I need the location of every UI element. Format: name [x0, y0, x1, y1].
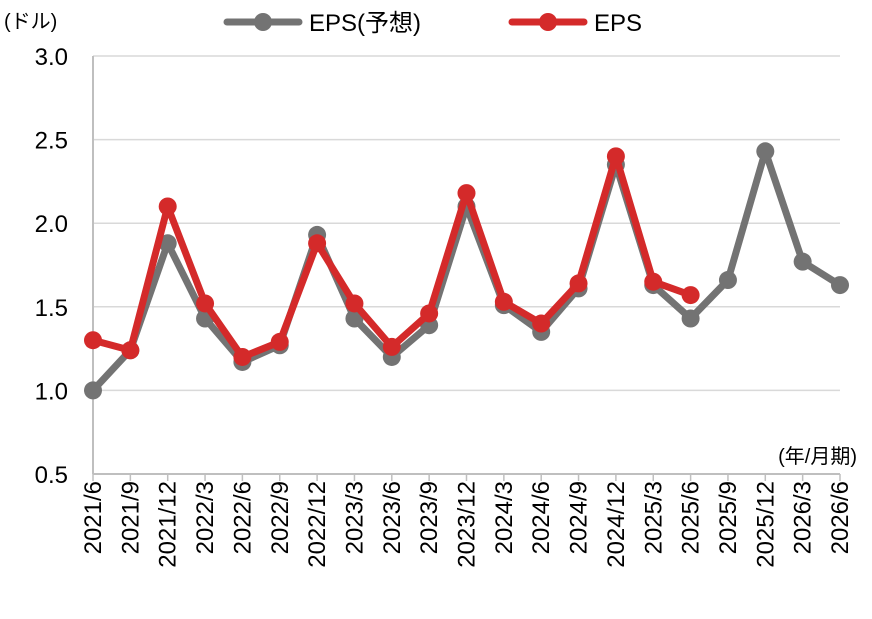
series-line: [89, 152, 695, 361]
x-tick-label: 2021/12: [155, 481, 182, 568]
legend-label: EPS(予想): [309, 10, 421, 37]
x-tick-label: 2021/9: [117, 481, 144, 554]
data-point: [681, 309, 700, 328]
x-tick-label: 2025/3: [640, 481, 667, 554]
data-point: [532, 314, 551, 333]
data-point: [494, 292, 513, 311]
y-axis-unit-label: (ドル): [4, 11, 57, 33]
data-point: [233, 347, 252, 366]
data-point: [793, 252, 812, 271]
x-tick-label: 2023/3: [341, 481, 368, 554]
series-group: [84, 142, 849, 400]
x-tick-label: 2022/12: [304, 481, 331, 568]
x-tick-label: 2024/3: [491, 481, 518, 554]
x-tick-label: 2024/9: [566, 481, 593, 554]
y-tick-label: 0.5: [35, 462, 68, 489]
y-tick-label: 1.0: [35, 378, 68, 405]
x-tick-label: 2021/6: [80, 481, 107, 554]
legend: EPS(予想) EPS: [223, 10, 642, 37]
data-point: [606, 147, 625, 166]
x-tick-label: 2025/9: [715, 481, 742, 554]
series-1: [84, 147, 700, 366]
data-point: [84, 381, 102, 400]
gridlines: [93, 55, 840, 392]
data-point: [718, 271, 737, 290]
x-tick-label: 2022/3: [192, 481, 219, 554]
data-point: [308, 234, 327, 253]
x-tick-label: 2023/6: [379, 481, 406, 554]
x-tick-label: 2023/12: [454, 481, 481, 568]
x-tick-label: 2024/6: [528, 481, 555, 554]
y-tick-label: 2.0: [35, 211, 68, 238]
data-point: [345, 294, 364, 313]
data-point: [569, 274, 588, 293]
data-point: [756, 142, 775, 161]
legend-swatch-marker: [254, 13, 272, 31]
x-tick-label: 2026/3: [790, 481, 817, 554]
x-tick-label: 2025/12: [752, 481, 779, 568]
data-point: [270, 332, 289, 351]
x-tick-label: 2022/9: [267, 481, 294, 554]
data-point: [196, 294, 215, 313]
x-tick-label: 2023/9: [416, 481, 443, 554]
legend-item: EPS(予想): [223, 10, 421, 37]
y-axis-ticks: 0.5 1.0 1.5 2.0 2.5 3.0: [35, 44, 68, 489]
legend-label: EPS: [594, 10, 642, 37]
data-point: [84, 331, 102, 350]
legend-item: EPS: [508, 10, 642, 37]
y-tick-label: 2.5: [35, 128, 68, 155]
data-point: [644, 272, 663, 291]
data-point: [681, 286, 700, 305]
y-tick-label: 3.0: [35, 44, 68, 71]
data-point: [158, 234, 177, 253]
data-point: [457, 184, 476, 203]
y-tick-label: 1.5: [35, 295, 68, 322]
x-tick-label: 2022/6: [229, 481, 256, 554]
x-tick-label: 2025/6: [678, 481, 705, 554]
series-0: [84, 142, 849, 400]
legend-swatch-marker: [539, 13, 557, 31]
data-point: [121, 341, 140, 360]
data-point: [382, 337, 401, 356]
x-tick-label: 2026/6: [827, 481, 854, 554]
x-axis-ticks: 2021/6 2021/9 2021/12 2022/3 2022/6 2022/9 202…: [80, 474, 854, 568]
data-point: [420, 304, 439, 323]
x-tick-label: 2024/12: [603, 481, 630, 568]
data-point: [831, 276, 849, 295]
x-axis-unit-label: (年/月期): [778, 445, 857, 468]
data-point: [158, 197, 177, 216]
